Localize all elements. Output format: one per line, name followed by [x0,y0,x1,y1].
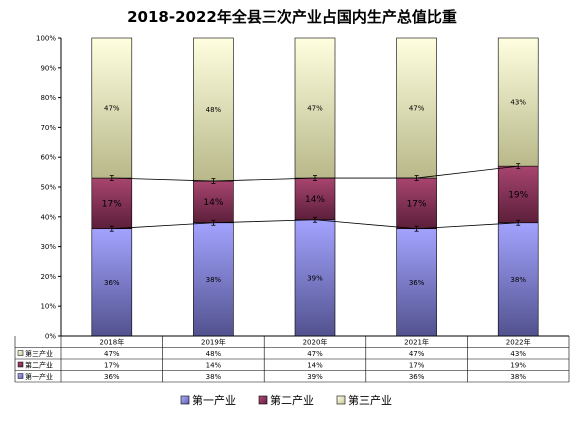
data-label: 19% [508,190,528,200]
table-cell: 39% [307,373,323,381]
data-label: 47% [409,105,425,113]
legend-swatch [180,395,190,405]
y-tick-label: 50% [40,184,56,192]
table-cell: 38% [206,373,222,381]
x-tick-label: 2022年 [506,337,531,346]
data-label: 17% [102,199,122,209]
legend-swatch [258,395,268,405]
data-label: 48% [206,106,222,114]
bar-segment [497,222,539,337]
data-label: 39% [307,274,323,282]
legend: 第一产业 第二产业 第三产业 [180,393,392,407]
legend-swatch [336,395,346,405]
y-tick-label: 90% [40,64,56,72]
table-cell: 17% [409,361,425,369]
table-cell: 48% [206,350,222,358]
x-tick-label: 2021年 [404,337,429,346]
data-label: 36% [409,279,425,287]
data-label: 14% [305,195,325,205]
data-label: 17% [407,199,427,209]
legend-label: 第三产业 [348,393,392,407]
chart-title: 2018-2022年全县三次产业占国内生产总值比重 [127,8,457,26]
y-tick-label: 20% [40,273,56,281]
bar-segment [497,37,539,167]
table-cell: 14% [307,361,323,369]
table-cell: 36% [409,373,425,381]
table-cell: 14% [206,361,222,369]
x-tick-label: 2018年 [99,337,124,346]
y-tick-label: 60% [40,154,56,162]
bar-segment [396,228,437,337]
table-cell: 19% [510,361,526,369]
legend-label: 第一产业 [192,393,236,407]
bar-segment [497,165,539,224]
y-tick-label: 70% [40,124,56,132]
bar-segment [396,177,437,230]
y-tick-label: 40% [40,213,56,221]
y-tick-label: 0% [45,333,56,341]
data-label: 36% [104,279,120,287]
table-legend-key [17,350,24,356]
bar-segment [294,177,336,221]
table-cell: 43% [510,350,526,358]
x-tick-label: 2020年 [303,337,328,346]
data-label: 47% [104,105,120,113]
table-row-header: 第一产业 [25,372,53,381]
bar-segment [193,180,234,224]
table-cell: 47% [409,350,425,358]
y-tick-label: 100% [36,35,56,43]
data-label: 43% [510,99,526,107]
table-legend-key [17,361,24,368]
table-row-header: 第三产业 [25,349,53,358]
table-cell: 38% [510,373,526,381]
table-cell: 47% [307,350,323,358]
table-legend-key [17,373,24,379]
legend-label: 第二产业 [270,393,314,407]
data-label: 38% [510,276,526,284]
table-cell: 47% [104,350,120,358]
bar-segment [91,37,133,179]
y-tick-label: 30% [40,243,56,251]
table-cell: 36% [104,373,120,381]
bar-segment [193,37,234,182]
bar-segment [396,37,437,179]
bar-segment [91,228,133,337]
y-tick-label: 10% [40,303,56,311]
data-label: 47% [307,105,323,113]
bar-segment [193,222,234,337]
table-cell: 17% [104,361,120,369]
table-row-header: 第二产业 [25,360,53,369]
bar-segment [294,37,336,179]
y-tick-label: 80% [40,94,56,102]
plot-area: 0% 10% 20% 30% 40% 50% 60% 70% 80% 90% 100% 36% 17% 4… [36,35,569,341]
data-label: 14% [203,198,223,208]
x-tick-label: 2019年 [201,337,226,346]
data-label: 38% [206,276,222,284]
